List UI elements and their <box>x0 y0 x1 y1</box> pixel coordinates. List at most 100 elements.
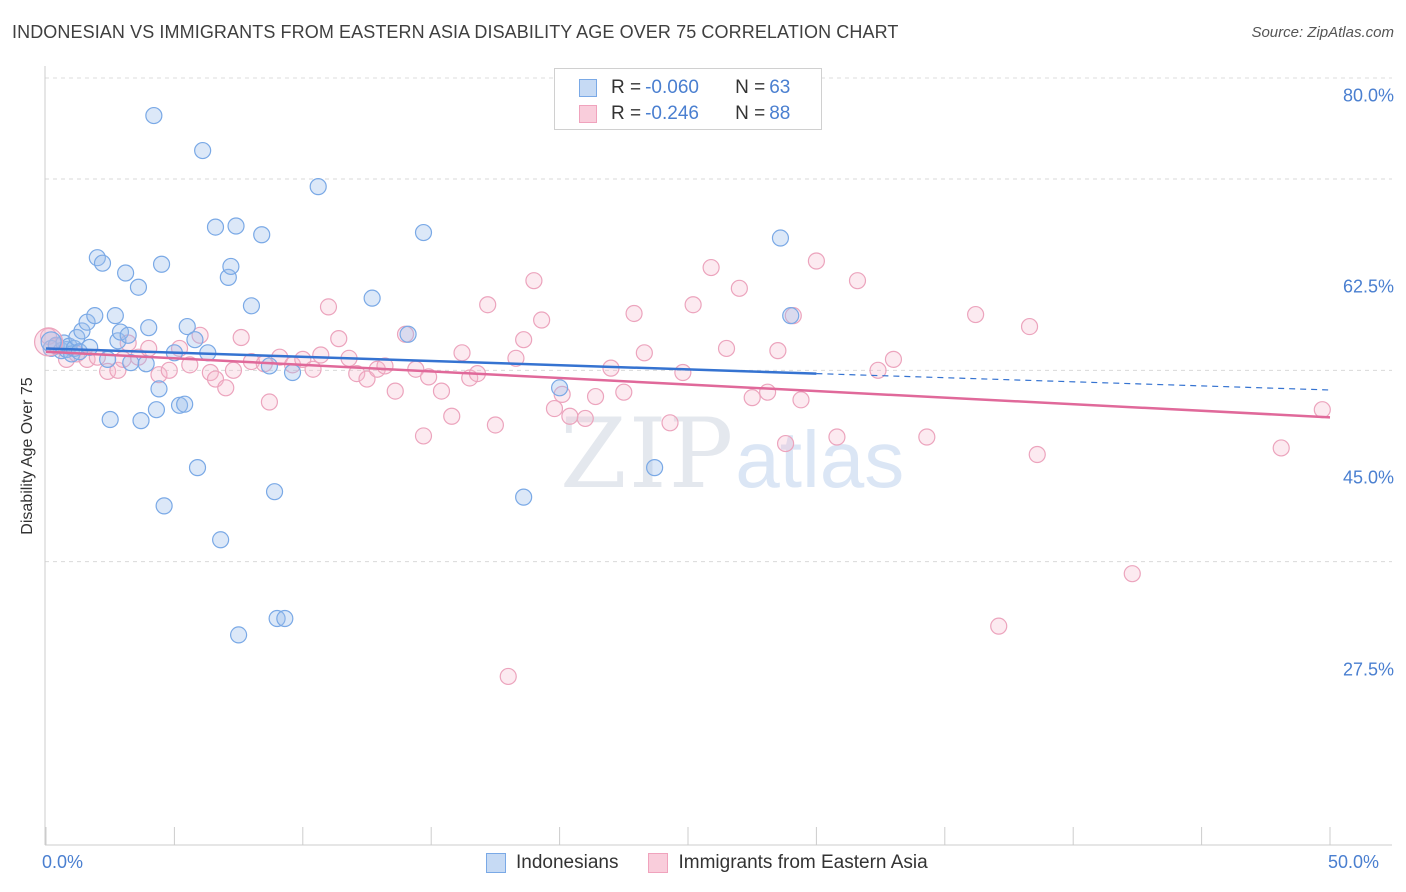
trend-line-immigrants <box>45 350 1331 419</box>
point-indonesians <box>253 226 271 244</box>
blue-swatch-icon <box>486 853 506 873</box>
blue-swatch-icon <box>579 79 597 97</box>
point-immigrants <box>561 407 579 425</box>
point-immigrants <box>160 361 178 379</box>
point-immigrants <box>684 296 702 314</box>
point-immigrants <box>304 360 322 378</box>
point-immigrants <box>1272 439 1290 457</box>
point-immigrants <box>848 272 867 290</box>
x-tick-label: 50.0% <box>1328 852 1380 872</box>
point-immigrants <box>776 434 795 453</box>
r-value: -0.060 <box>645 77 699 98</box>
point-indonesians <box>140 319 158 337</box>
r-value: -0.246 <box>645 103 699 124</box>
point-indonesians <box>132 412 150 430</box>
point-indonesians <box>117 264 135 282</box>
point-indonesians <box>227 217 245 235</box>
point-immigrants <box>499 667 517 686</box>
point-immigrants <box>884 350 903 368</box>
chart-title: INDONESIAN VS IMMIGRANTS FROM EASTERN AS… <box>12 22 899 42</box>
point-immigrants <box>224 361 243 379</box>
point-immigrants <box>674 363 692 382</box>
point-indonesians <box>309 178 327 196</box>
y-tick-label: 62.5% <box>1342 276 1394 297</box>
point-indonesians <box>186 331 204 349</box>
point-indonesians <box>260 357 279 375</box>
point-immigrants <box>181 356 199 374</box>
point-immigrants <box>545 399 564 418</box>
point-immigrants <box>769 342 787 360</box>
point-immigrants <box>1028 445 1046 464</box>
point-indonesians <box>782 307 800 325</box>
point-immigrants <box>140 339 158 358</box>
point-immigrants <box>967 305 985 324</box>
point-indonesians <box>176 395 194 413</box>
n-value: 63 <box>769 77 791 98</box>
legend-item-immigrants: Immigrants from Eastern Asia <box>648 852 928 874</box>
point-immigrants <box>515 331 533 349</box>
point-immigrants <box>443 407 461 425</box>
point-indonesians <box>145 106 163 125</box>
point-immigrants <box>743 389 761 407</box>
point-indonesians <box>70 343 88 361</box>
point-immigrants <box>717 339 736 358</box>
point-indonesians <box>150 380 168 398</box>
point-immigrants <box>150 366 168 384</box>
y-tick-label: 45.0% <box>1342 467 1394 488</box>
point-immigrants <box>486 416 504 434</box>
point-immigrants <box>635 344 653 362</box>
point-immigrants <box>109 361 127 379</box>
point-indonesians <box>363 289 381 307</box>
point-indonesians <box>265 483 284 501</box>
point-indonesians <box>242 297 261 315</box>
point-indonesians <box>119 326 137 344</box>
point-indonesians <box>188 459 207 477</box>
watermark-zip: ZIP <box>560 398 736 510</box>
point-immigrants <box>576 409 594 428</box>
point-immigrants <box>990 617 1008 635</box>
point-immigrants <box>386 382 404 400</box>
point-indonesians <box>222 257 240 276</box>
point-immigrants <box>217 379 235 397</box>
point-indonesians <box>515 488 533 506</box>
point-immigrants <box>348 364 366 383</box>
watermark: ZIPatlas <box>560 398 904 510</box>
x-tick-label: 0.0% <box>42 852 84 872</box>
point-indonesians <box>212 531 230 549</box>
point-indonesians <box>276 609 294 628</box>
legend-item-indonesians: Indonesians <box>486 852 618 874</box>
y-tick-label: 27.5% <box>1342 659 1394 680</box>
point-immigrants <box>414 427 433 445</box>
point-indonesians <box>283 363 302 382</box>
point-indonesians <box>73 322 91 340</box>
point-indonesians <box>81 338 99 356</box>
point-immigrants <box>260 393 279 411</box>
pink-swatch-icon <box>579 105 597 123</box>
point-indonesians <box>147 401 166 419</box>
point-immigrants <box>828 428 846 446</box>
r-label: R = <box>611 103 642 124</box>
legend-label: Indonesians <box>516 852 619 873</box>
point-immigrants <box>792 391 810 409</box>
n-label: N = <box>735 103 766 124</box>
point-indonesians <box>101 410 119 429</box>
point-immigrants <box>730 279 748 297</box>
n-label: N = <box>735 77 766 98</box>
point-immigrants <box>453 344 471 362</box>
point-immigrants <box>319 298 338 316</box>
point-indonesians <box>178 317 196 336</box>
watermark-atlas: atlas <box>735 415 905 504</box>
n-value: 88 <box>769 103 791 124</box>
stats-legend-row-immigrants: R = -0.246 N = 88 <box>579 103 790 125</box>
point-immigrants <box>661 414 679 432</box>
point-immigrants <box>330 330 348 348</box>
point-immigrants <box>759 383 777 401</box>
point-immigrants <box>479 296 497 314</box>
point-indonesians <box>170 396 189 414</box>
point-indonesians <box>155 497 173 515</box>
point-indonesians <box>399 325 417 343</box>
point-indonesians <box>646 459 664 477</box>
point-immigrants <box>1123 565 1141 583</box>
point-immigrants <box>1020 317 1039 336</box>
